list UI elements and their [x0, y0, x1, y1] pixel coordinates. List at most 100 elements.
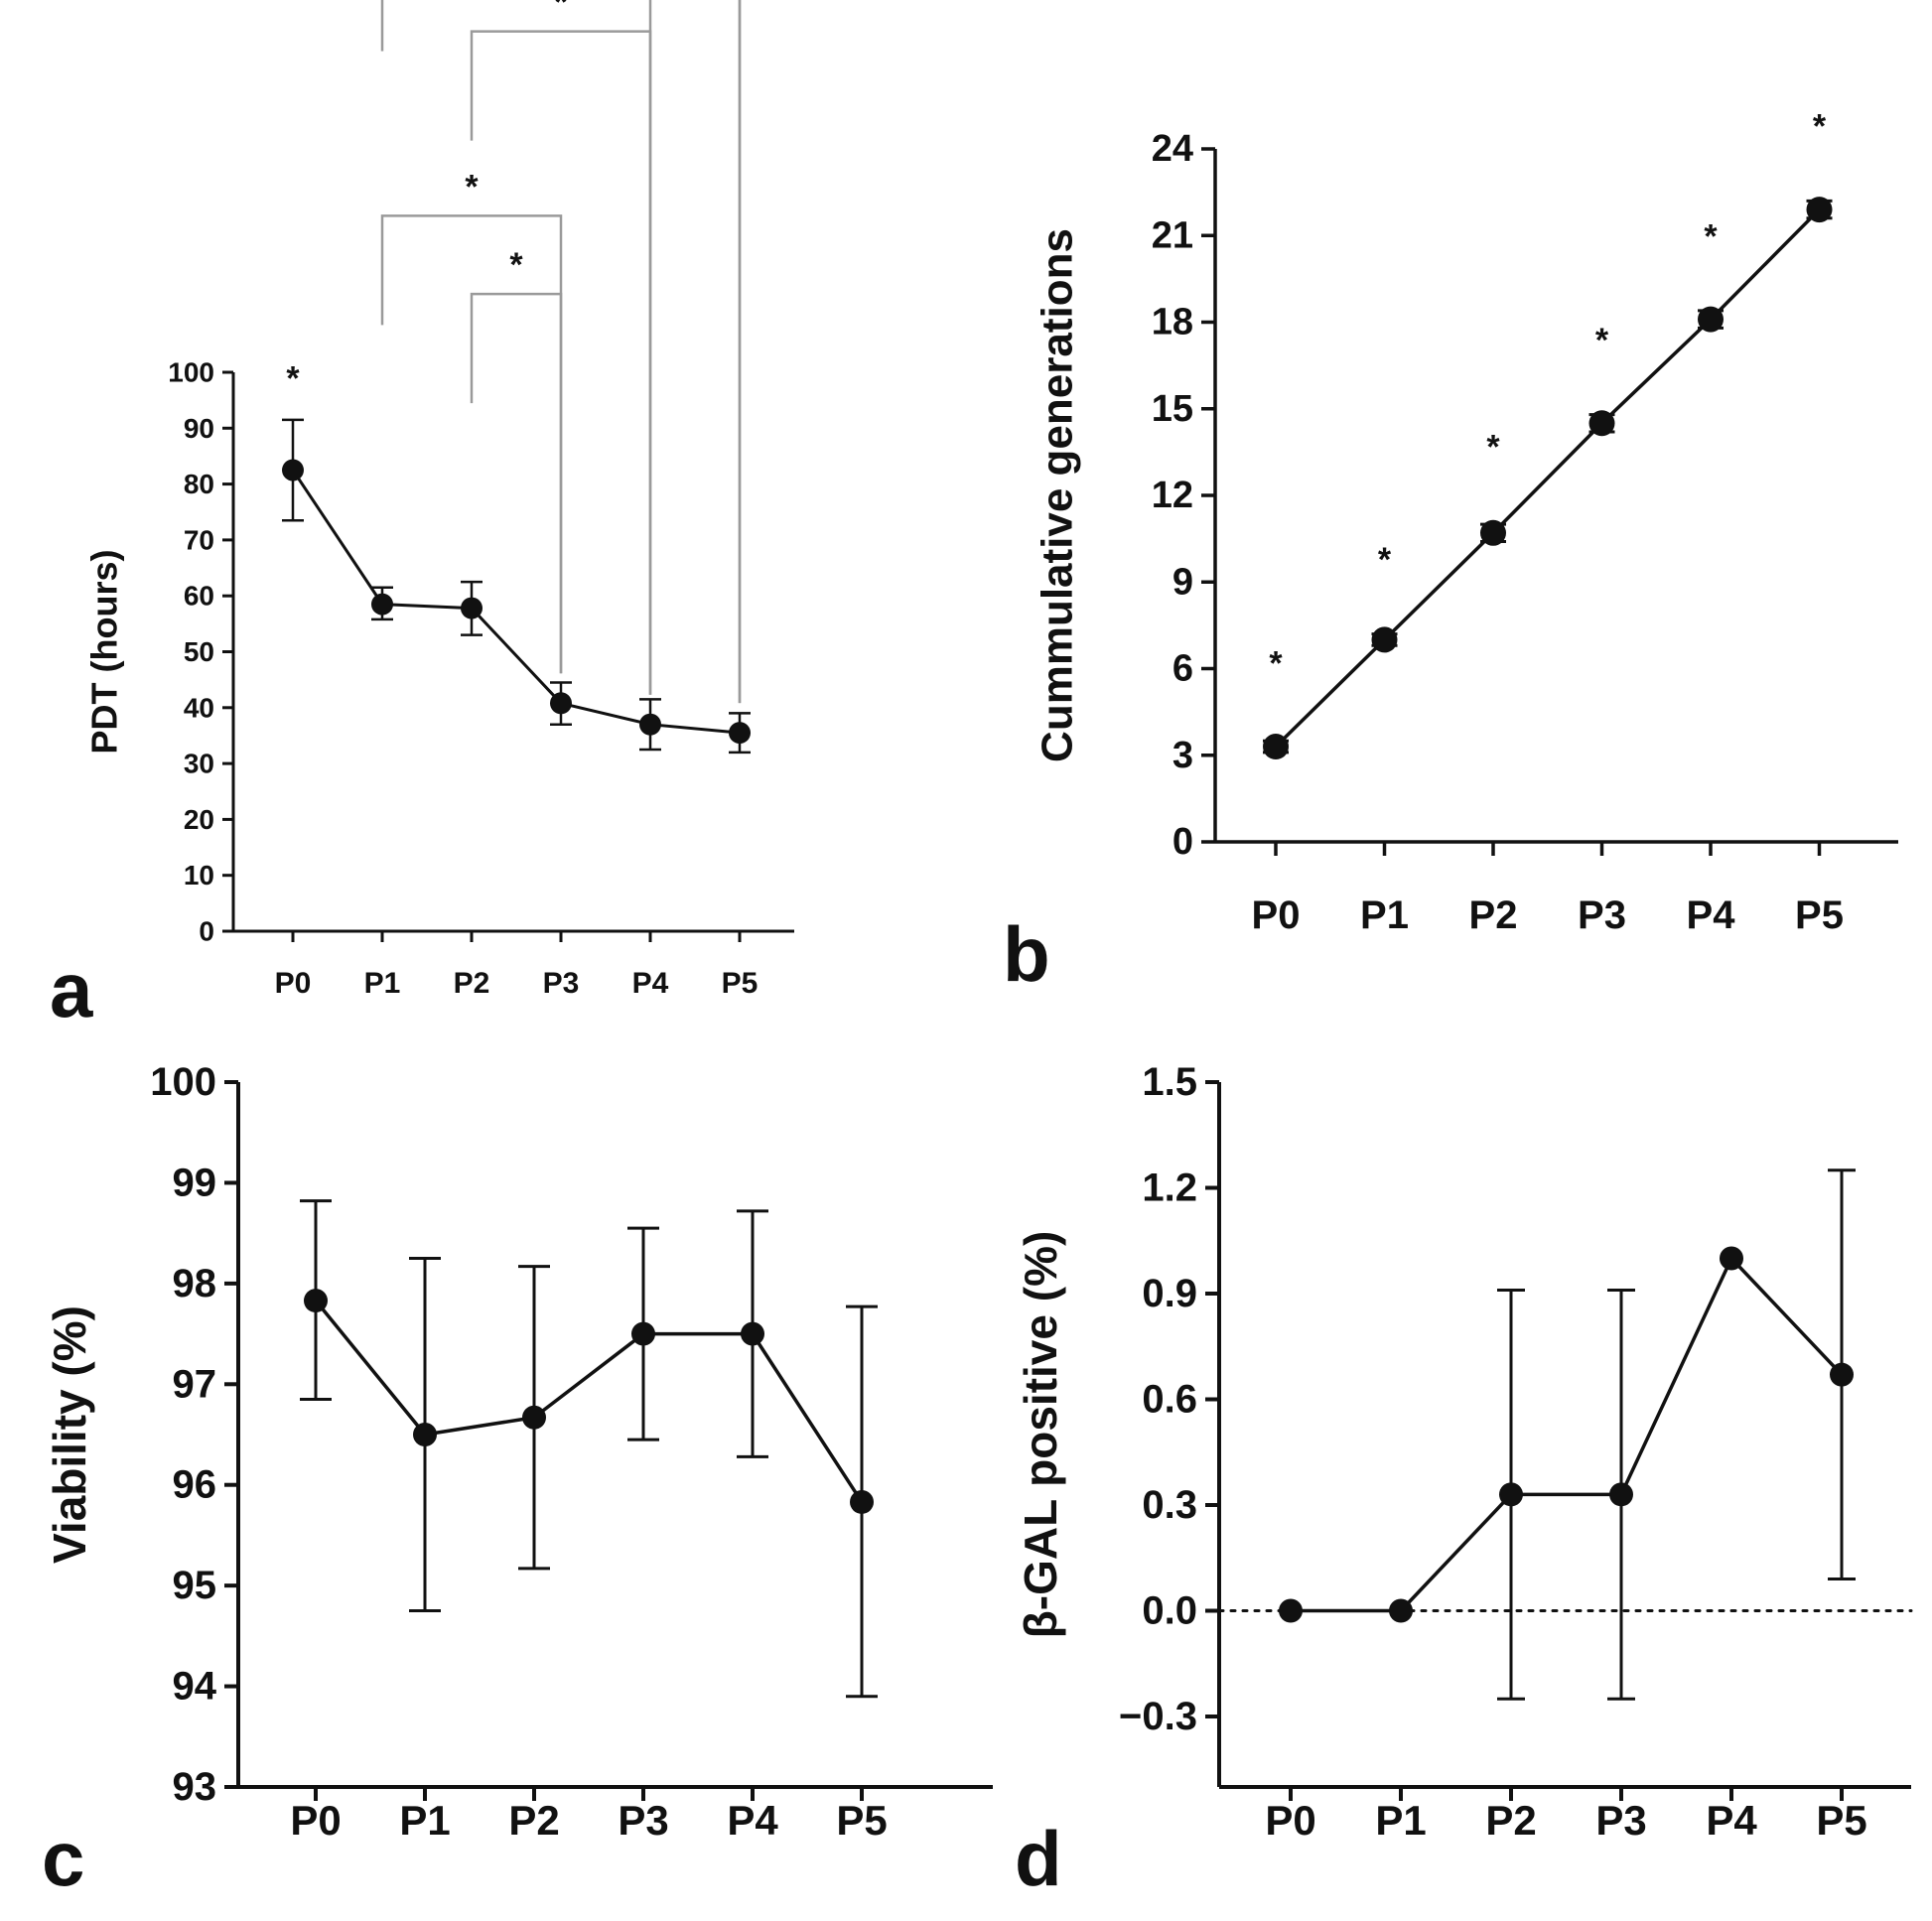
y-tick-label: 0.3	[1142, 1483, 1197, 1527]
x-tick-label: P4	[632, 967, 669, 1000]
data-point	[1806, 197, 1833, 223]
significance-bracket	[380, 214, 563, 674]
y-tick-label: 96	[173, 1463, 217, 1507]
x-tick-label: P0	[1252, 893, 1301, 937]
x-tick-label: P4	[1706, 1797, 1757, 1844]
data-point	[1720, 1246, 1743, 1271]
data-point	[639, 713, 661, 736]
panel-label-c: c	[42, 1815, 85, 1902]
y-tick-label: 0	[1173, 821, 1193, 863]
chart-b: 0 3 6 9 12 15 18 21 24 P0 P1 P2 P3 P4 P5 Cummulative ge…	[1034, 108, 1898, 937]
y-tick-label: 30	[184, 749, 214, 779]
y-tick-label: 70	[184, 524, 214, 555]
data-point	[1371, 626, 1398, 653]
x-tick-label: P3	[618, 1797, 668, 1844]
significance-star: *	[554, 0, 568, 22]
significance-star: *	[286, 360, 300, 398]
series-line	[1274, 207, 1821, 749]
y-tick-label: 3	[1173, 735, 1193, 776]
y-tick-label: 20	[184, 804, 214, 835]
y-tick-label: 1.2	[1142, 1166, 1197, 1210]
data-point	[1480, 519, 1506, 546]
x-tick-label: P4	[727, 1797, 778, 1844]
data-point	[550, 692, 572, 715]
y-tick-label: −0.3	[1119, 1695, 1197, 1738]
y-tick-label: 0.6	[1142, 1378, 1197, 1422]
x-tick-label: P2	[508, 1797, 559, 1844]
data-point	[1588, 410, 1615, 437]
chart-c: 93 94 95 96 97 98 99 100 P0 P1 P2 P3 P4 P5 Viability (…	[44, 1060, 993, 1844]
significance-star: *	[509, 246, 523, 284]
data-point	[1499, 1482, 1523, 1507]
x-tick-label: P2	[1469, 893, 1518, 937]
y-tick-label: 99	[173, 1161, 217, 1204]
significance-bracket	[380, 0, 652, 695]
x-tick-label: P1	[399, 1797, 450, 1844]
y-tick-label: 60	[184, 581, 214, 612]
series-line	[1291, 1256, 1844, 1613]
y-tick-label: 24	[1152, 128, 1193, 170]
x-tick-label: P2	[1485, 1797, 1536, 1844]
significance-bracket	[738, 0, 742, 704]
x-tick-label: P5	[1795, 893, 1844, 937]
y-tick-label: 100	[150, 1060, 216, 1104]
significance-star: *	[1813, 108, 1827, 146]
x-tick-label: P0	[1265, 1797, 1315, 1844]
significance-star: *	[465, 168, 479, 206]
data-point	[282, 459, 304, 481]
y-tick-label: 18	[1152, 302, 1193, 343]
y-axis-title: β-GAL positive (%)	[1015, 1231, 1066, 1639]
panel-label-a: a	[50, 946, 93, 1033]
series-line	[314, 1299, 864, 1503]
y-axis-title: Viability (%)	[44, 1305, 95, 1564]
data-point	[1830, 1362, 1854, 1387]
y-tick-label: 50	[184, 636, 214, 667]
x-tick-label: P1	[1360, 893, 1409, 937]
data-point	[741, 1321, 764, 1346]
x-tick-label: P1	[1375, 1797, 1426, 1844]
y-tick-label: 95	[173, 1564, 217, 1607]
data-point	[850, 1489, 874, 1514]
x-tick-label: P5	[836, 1797, 887, 1844]
data-point	[413, 1423, 437, 1446]
y-tick-label: 10	[184, 860, 214, 891]
y-tick-label: 15	[1152, 388, 1193, 430]
y-tick-label: 0.0	[1142, 1589, 1197, 1633]
data-point	[729, 722, 751, 745]
data-point	[1609, 1482, 1633, 1507]
y-axis-title: Cummulative generations	[1034, 228, 1082, 762]
significance-star: *	[1378, 541, 1392, 579]
significance-star: *	[1704, 217, 1718, 255]
x-tick-label: P0	[290, 1797, 341, 1844]
y-tick-label: 94	[173, 1665, 217, 1709]
x-tick-label: P4	[1687, 893, 1736, 937]
y-tick-label: 98	[173, 1262, 217, 1305]
data-point	[1263, 734, 1289, 760]
significance-bracket	[470, 292, 563, 674]
y-tick-label: 100	[168, 357, 214, 388]
y-tick-label: 12	[1152, 475, 1193, 516]
y-tick-label: 0	[199, 916, 214, 947]
y-tick-label: 1.5	[1142, 1060, 1197, 1104]
x-tick-label: P5	[722, 967, 759, 1000]
series-line	[291, 469, 741, 735]
x-tick-label: P5	[1816, 1797, 1866, 1844]
x-tick-label: P3	[543, 967, 580, 1000]
data-point	[1279, 1598, 1303, 1623]
panel-label-b: b	[1003, 910, 1050, 998]
significance-bracket	[738, 0, 742, 704]
x-tick-label: P0	[275, 967, 312, 1000]
y-tick-label: 6	[1173, 648, 1193, 690]
y-tick-label: 90	[184, 413, 214, 444]
y-tick-label: 0.9	[1142, 1272, 1197, 1315]
x-tick-label: P3	[1595, 1797, 1646, 1844]
chart-d: −0.3 0.0 0.3 0.6 0.9 1.2 1.5 P0 P1 P2 P3 P4 P5 β-GAL …	[1015, 1060, 1913, 1844]
x-tick-label: P3	[1578, 893, 1626, 937]
data-point	[1389, 1598, 1413, 1623]
y-tick-label: 93	[173, 1765, 217, 1809]
y-tick-label: 80	[184, 469, 214, 499]
y-axis-title: PDT (hours)	[84, 550, 125, 755]
y-tick-label: 21	[1152, 214, 1193, 256]
data-point	[461, 597, 483, 619]
